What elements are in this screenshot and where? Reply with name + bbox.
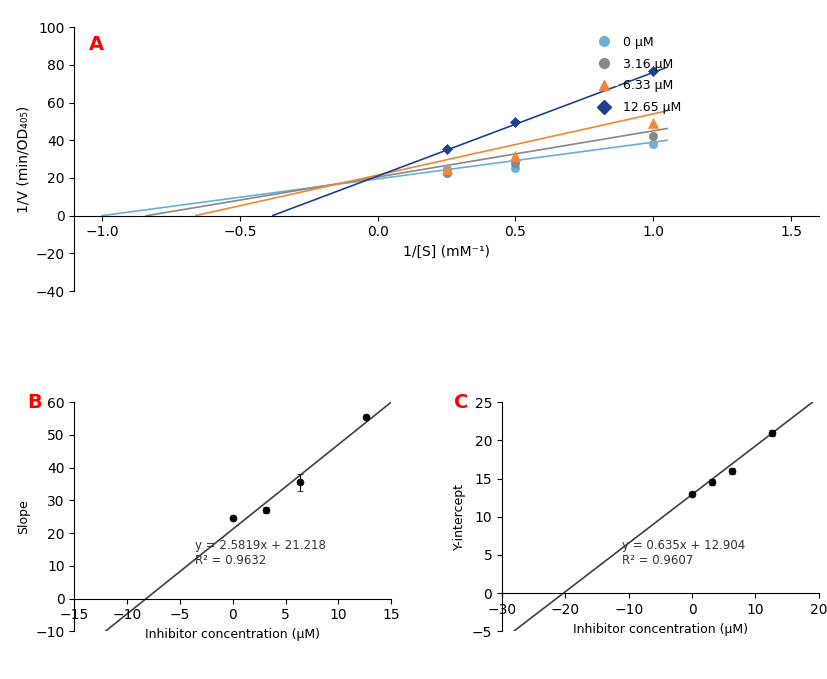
Text: B: B <box>27 393 41 412</box>
Y-axis label: Y-intercept: Y-intercept <box>453 483 466 550</box>
X-axis label: 1/[S] (mM⁻¹): 1/[S] (mM⁻¹) <box>403 245 490 259</box>
Y-axis label: Slope: Slope <box>17 499 30 534</box>
Text: y = 2.5819x + 21.218
R² = 0.9632: y = 2.5819x + 21.218 R² = 0.9632 <box>195 539 326 567</box>
X-axis label: Inhibitor concentration (μM): Inhibitor concentration (μM) <box>146 628 320 641</box>
Text: C: C <box>455 393 469 412</box>
Text: A: A <box>89 35 104 54</box>
Y-axis label: 1/V (min/OD₄₀₅): 1/V (min/OD₄₀₅) <box>16 105 30 213</box>
Legend: 0 μM, 3.16 μM, 6.33 μM, 12.65 μM: 0 μM, 3.16 μM, 6.33 μM, 12.65 μM <box>587 31 686 119</box>
X-axis label: Inhibitor concentration (μM): Inhibitor concentration (μM) <box>573 623 748 636</box>
Text: y = 0.635x + 12.904
R² = 0.9607: y = 0.635x + 12.904 R² = 0.9607 <box>623 539 746 567</box>
